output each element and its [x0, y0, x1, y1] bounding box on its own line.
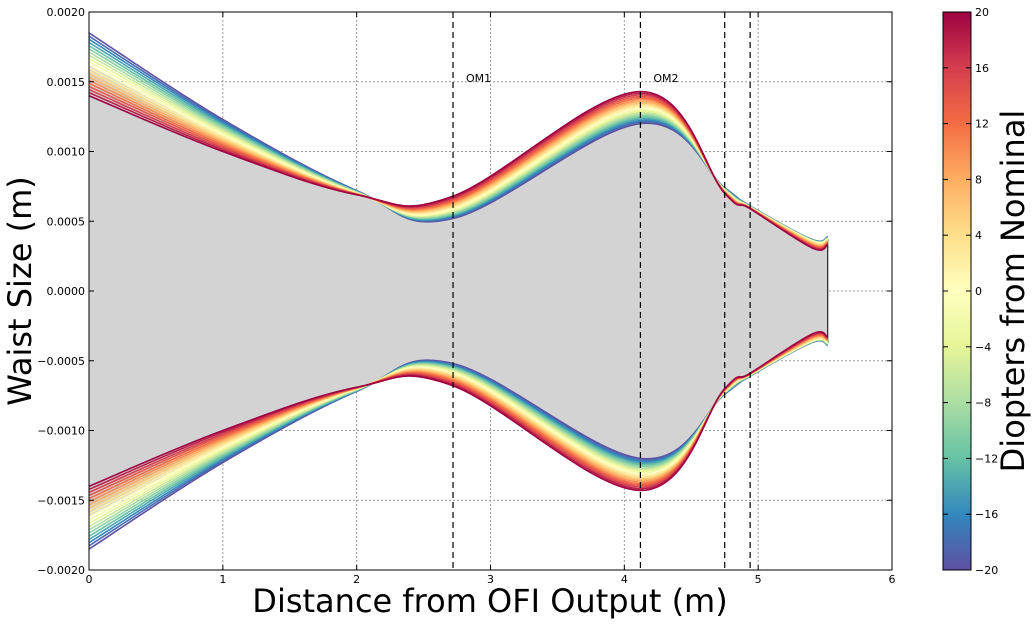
- y-tick-label: 0.0020: [47, 6, 86, 19]
- colorbar-tick-label: 20: [975, 6, 989, 19]
- waist-curve-upper-20: [89, 90, 829, 251]
- colorbar-tick-label: −12: [975, 452, 998, 465]
- colorbar-tick-label: 0: [975, 285, 982, 298]
- axis-ticks: 0 1 2 3 4 5 6 0.0020 0.0015 0.0010 0.0005 0.0000 −0.…: [37, 6, 895, 586]
- vertical-markers: OM1 OM2: [452, 12, 751, 570]
- y-tick-label: 0.0010: [47, 146, 86, 159]
- colorbar-title: Diopters from Nominal: [994, 110, 1032, 473]
- curve-family: [89, 32, 829, 550]
- x-tick-label: 2: [353, 573, 360, 586]
- x-axis-title: Distance from OFI Output (m): [252, 582, 727, 620]
- colorbar-tick-label: 4: [975, 229, 982, 242]
- y-tick-label: −0.0015: [37, 494, 85, 507]
- colorbar-tick-label: 12: [975, 118, 989, 131]
- colorbar-tick-label: −4: [975, 341, 991, 354]
- x-tick-label: 0: [86, 573, 93, 586]
- y-tick-label: −0.0020: [37, 564, 85, 577]
- colorbar-tick-label: 8: [975, 173, 982, 186]
- colorbar-tick-label: −20: [975, 564, 998, 577]
- y-axis-title: Waist Size (m): [1, 176, 39, 405]
- y-tick-label: 0.0005: [47, 215, 86, 228]
- y-tick-label: −0.0010: [37, 425, 85, 438]
- y-tick-label: 0.0015: [47, 76, 86, 89]
- colorbar-tick-label: −16: [975, 508, 998, 521]
- x-tick-label: 1: [219, 573, 226, 586]
- colorbar-ticks: 20 16 12 8 4 0 −4 −8 −12 −16 −20: [943, 6, 998, 577]
- y-tick-label: 0.0000: [47, 285, 86, 298]
- colorbar-tick-label: 16: [975, 62, 989, 75]
- x-tick-label: 3: [487, 573, 494, 586]
- x-tick-label: 5: [755, 573, 762, 586]
- x-tick-label: 4: [621, 573, 628, 586]
- optic-marker-label: OM1: [466, 72, 491, 85]
- y-tick-label: −0.0005: [37, 355, 85, 368]
- x-tick-label: 6: [889, 573, 896, 586]
- waist-curve-lower-20: [89, 331, 829, 492]
- colorbar-tick-label: −8: [975, 397, 991, 410]
- optic-marker-label: OM2: [653, 72, 678, 85]
